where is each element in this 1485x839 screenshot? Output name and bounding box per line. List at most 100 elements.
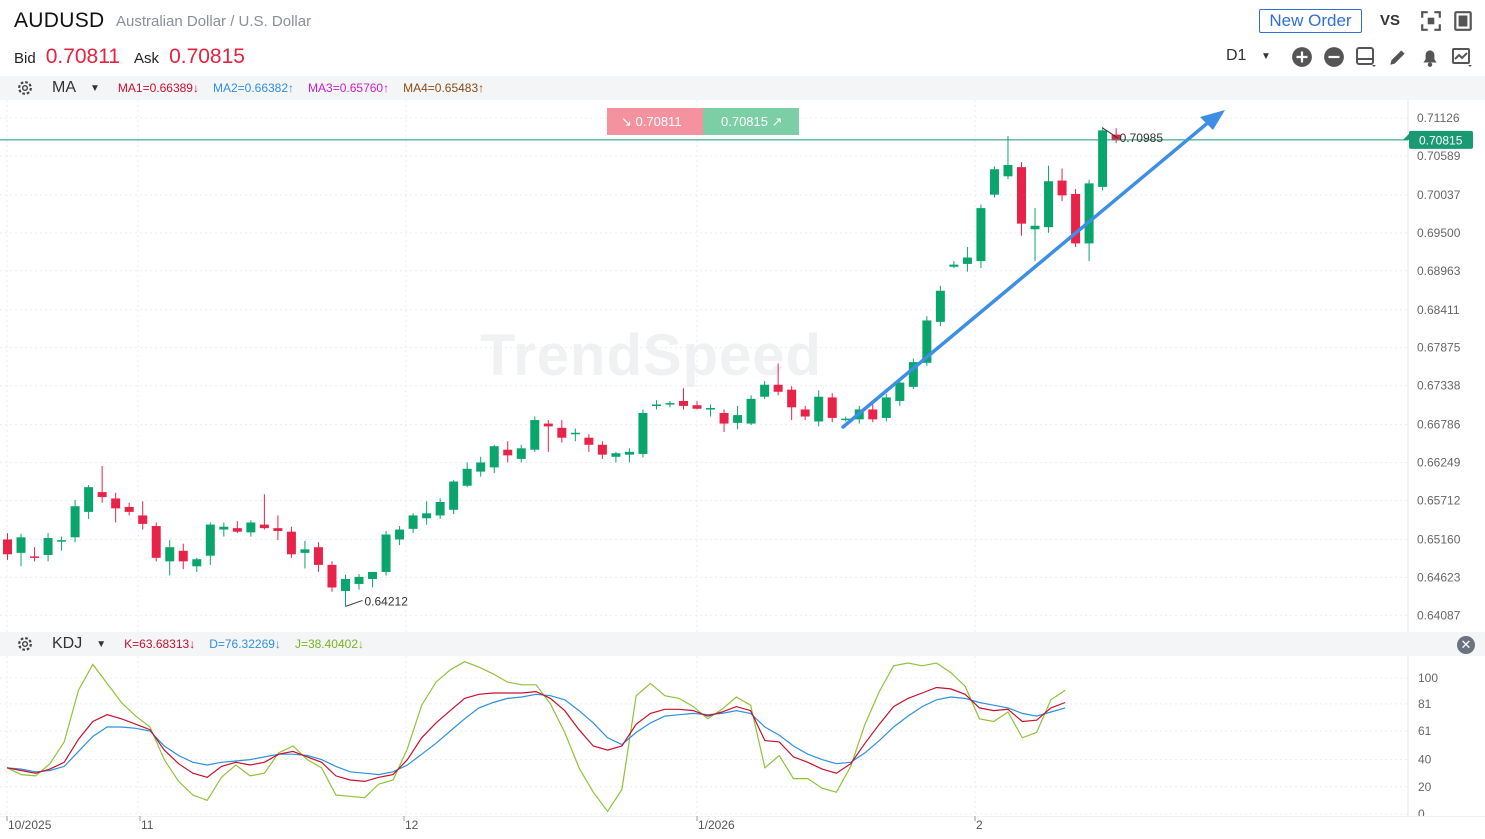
- candle-body: [841, 418, 851, 421]
- alert-bell-icon[interactable]: [1419, 46, 1441, 68]
- candle-body: [232, 528, 242, 532]
- candle-body: [341, 579, 350, 592]
- main-indicator-name[interactable]: MA: [52, 79, 76, 96]
- sub-indicator-name[interactable]: KDJ: [52, 635, 83, 652]
- price-tick-label: 0.66786: [1417, 418, 1461, 432]
- price-tick-label: 0.70589: [1417, 149, 1461, 163]
- candle-body: [989, 169, 999, 195]
- date-tick-label: 12: [405, 818, 419, 832]
- candle-body: [300, 549, 310, 553]
- candle-body: [1017, 167, 1026, 224]
- candle-body: [814, 396, 824, 422]
- chevron-down-icon[interactable]: ▼: [96, 638, 107, 650]
- candle-body: [286, 531, 296, 555]
- kdj-d-line: [6, 693, 1066, 776]
- close-icon[interactable]: ✕: [1457, 636, 1475, 654]
- sub-indicator-bar: KDJ ▼ K=63.68313↓ D=76.32269↓ J=38.40402…: [0, 632, 1485, 656]
- fullscreen-icon[interactable]: [1420, 10, 1442, 32]
- candle-body: [1030, 225, 1040, 230]
- candle-body: [922, 320, 932, 363]
- candle-body: [381, 534, 391, 572]
- buy-price-pill[interactable]: 0.70815 ↗: [703, 108, 799, 135]
- ma1-value: MA1=0.66389↓: [117, 81, 199, 95]
- trend-arrow-line: [841, 114, 1218, 429]
- candle-body: [773, 384, 783, 392]
- symbol-description: Australian Dollar / U.S. Dollar: [116, 13, 312, 30]
- candle-body: [570, 432, 580, 435]
- ma3-value: MA3=0.65760↑: [308, 81, 390, 95]
- candle-body: [530, 420, 540, 450]
- kdj-j-value: J=38.40402↓: [294, 637, 364, 651]
- candle-body: [624, 451, 634, 455]
- kdj-k-value: K=63.68313↓: [124, 637, 196, 651]
- zoom-out-icon[interactable]: [1323, 46, 1345, 68]
- candle-body: [178, 550, 188, 562]
- compare-vs-button[interactable]: VS: [1380, 12, 1401, 29]
- candle-body: [192, 559, 202, 567]
- price-tick-label: 0.64087: [1417, 608, 1461, 622]
- price-tick-label: 0.70037: [1417, 188, 1461, 202]
- candle-body: [246, 522, 256, 533]
- price-tick-label: 0.69500: [1417, 226, 1461, 240]
- candle-body: [111, 498, 121, 509]
- timeframe-select[interactable]: D1: [1226, 47, 1247, 64]
- sell-price-pill[interactable]: ↘ 0.70811: [607, 108, 703, 135]
- chevron-down-icon[interactable]: ▼: [90, 82, 100, 94]
- ask-label: Ask: [134, 50, 160, 67]
- kdj-tick-label: 81: [1418, 697, 1432, 711]
- gear-icon[interactable]: [16, 79, 34, 97]
- candle-body: [368, 571, 378, 580]
- chart-type-icon[interactable]: [1451, 46, 1473, 68]
- symbol-name[interactable]: AUDUSD: [14, 9, 105, 32]
- candle-body: [800, 409, 810, 417]
- candle-body: [1057, 180, 1067, 196]
- candle-body: [313, 547, 323, 565]
- price-chart[interactable]: 0.71126 0.70589 0.70037 0.69500 0.68963 0.684…: [0, 100, 1485, 632]
- candle-body: [611, 453, 621, 457]
- date-tick-label: 11: [141, 818, 154, 832]
- date-tick-label: 1/2026: [698, 818, 735, 832]
- candle-body: [70, 506, 80, 538]
- price-tick-label: 0.66249: [1417, 456, 1461, 470]
- candle-body: [151, 526, 161, 558]
- gear-icon[interactable]: [16, 635, 34, 653]
- candle-body: [881, 397, 891, 418]
- layout-icon[interactable]: [1355, 46, 1377, 68]
- candle-body: [516, 448, 526, 459]
- price-tick-label: 0.67338: [1417, 379, 1461, 393]
- candle-body: [489, 446, 499, 468]
- candle-body: [908, 362, 918, 387]
- candle-body: [476, 462, 486, 472]
- kdj-tick-label: 61: [1418, 724, 1432, 738]
- kdj-chart[interactable]: 100 81 61 40 20 0: [0, 656, 1485, 816]
- candle-body: [354, 576, 364, 584]
- new-order-button[interactable]: New Order: [1259, 9, 1362, 33]
- kdj-tick-label: 100: [1418, 671, 1438, 685]
- price-tick-label: 0.68411: [1417, 303, 1460, 317]
- date-axis: 10/2025 11 12 1/2026 2: [0, 816, 1485, 832]
- low-marker-line: [345, 599, 363, 607]
- candle-body: [692, 405, 702, 409]
- trend-arrow-head: [1200, 110, 1225, 130]
- price-tick-label: 0.64623: [1417, 570, 1461, 584]
- candle-body: [57, 540, 67, 542]
- snapshot-icon[interactable]: [1452, 10, 1474, 32]
- candle-body: [422, 513, 432, 519]
- candle-body: [1044, 181, 1054, 228]
- candle-body: [787, 389, 797, 408]
- candle-body: [597, 444, 607, 455]
- ask-value: 0.70815: [169, 45, 245, 68]
- kdj-j-line: [6, 661, 1066, 813]
- candle-body: [962, 257, 972, 264]
- candle-body: [719, 412, 729, 424]
- candle-body: [584, 437, 594, 445]
- price-tick-label: 0.65160: [1417, 532, 1461, 546]
- candle-body: [84, 487, 94, 512]
- candle-body: [746, 398, 756, 424]
- zoom-in-icon[interactable]: [1291, 46, 1313, 68]
- candle-body: [205, 524, 215, 556]
- bid-value: 0.70811: [45, 45, 121, 68]
- pencil-icon[interactable]: [1387, 46, 1409, 68]
- watermark-logo: TrendSpeed: [480, 323, 822, 388]
- chevron-down-icon[interactable]: ▼: [1261, 51, 1271, 62]
